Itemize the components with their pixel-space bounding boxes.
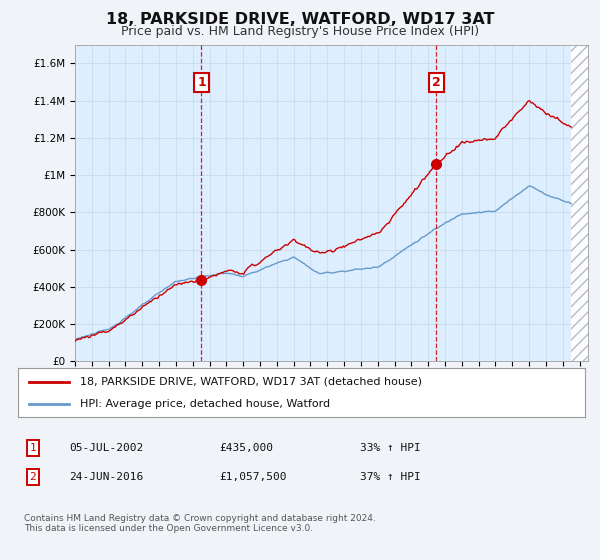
Text: £1,057,500: £1,057,500 [219,472,287,482]
Text: 18, PARKSIDE DRIVE, WATFORD, WD17 3AT: 18, PARKSIDE DRIVE, WATFORD, WD17 3AT [106,12,494,27]
Text: 18, PARKSIDE DRIVE, WATFORD, WD17 3AT (detached house): 18, PARKSIDE DRIVE, WATFORD, WD17 3AT (d… [80,377,422,387]
Text: 05-JUL-2002: 05-JUL-2002 [69,443,143,453]
Text: 2: 2 [432,76,440,89]
Text: 33% ↑ HPI: 33% ↑ HPI [360,443,421,453]
Bar [571,45,588,361]
Text: 1: 1 [29,443,37,453]
Text: 1: 1 [197,76,206,89]
Text: Contains HM Land Registry data © Crown copyright and database right 2024.
This d: Contains HM Land Registry data © Crown c… [24,514,376,534]
Text: HPI: Average price, detached house, Watford: HPI: Average price, detached house, Watf… [80,399,331,409]
Text: Price paid vs. HM Land Registry's House Price Index (HPI): Price paid vs. HM Land Registry's House … [121,25,479,38]
Text: £435,000: £435,000 [219,443,273,453]
Text: 37% ↑ HPI: 37% ↑ HPI [360,472,421,482]
Text: 24-JUN-2016: 24-JUN-2016 [69,472,143,482]
Text: 2: 2 [29,472,37,482]
